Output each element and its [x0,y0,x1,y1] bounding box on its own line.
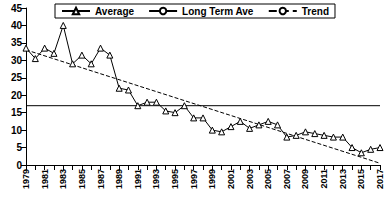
svg-text:20: 20 [11,90,23,101]
svg-text:1997: 1997 [189,169,199,189]
svg-text:2005: 2005 [263,169,273,189]
svg-text:Average: Average [95,6,135,17]
svg-text:45: 45 [11,3,23,14]
svg-text:1979: 1979 [21,169,31,189]
svg-text:0: 0 [16,160,22,171]
svg-text:30: 30 [11,55,23,66]
svg-text:2017: 2017 [375,169,385,189]
svg-text:1995: 1995 [170,169,180,189]
svg-text:35: 35 [11,37,23,48]
svg-text:Trend: Trend [302,6,329,17]
svg-text:15: 15 [11,107,23,118]
svg-text:1981: 1981 [40,169,50,189]
svg-text:2003: 2003 [245,169,255,189]
svg-text:25: 25 [11,72,23,83]
svg-text:2015: 2015 [356,169,366,189]
svg-text:1991: 1991 [133,169,143,189]
svg-text:40: 40 [11,20,23,31]
svg-text:2007: 2007 [282,169,292,189]
svg-text:2009: 2009 [300,169,310,189]
svg-text:5: 5 [16,142,22,153]
svg-text:1999: 1999 [207,169,217,189]
svg-text:2001: 2001 [226,169,236,189]
svg-text:2013: 2013 [338,169,348,189]
svg-text:10: 10 [11,125,23,136]
svg-text:1985: 1985 [77,169,87,189]
svg-text:1993: 1993 [151,169,161,189]
svg-text:1989: 1989 [114,169,124,189]
svg-text:2011: 2011 [319,169,329,189]
svg-text:1987: 1987 [96,169,106,189]
svg-text:1983: 1983 [58,169,68,189]
svg-text:Long Term Ave: Long Term Ave [182,6,254,17]
